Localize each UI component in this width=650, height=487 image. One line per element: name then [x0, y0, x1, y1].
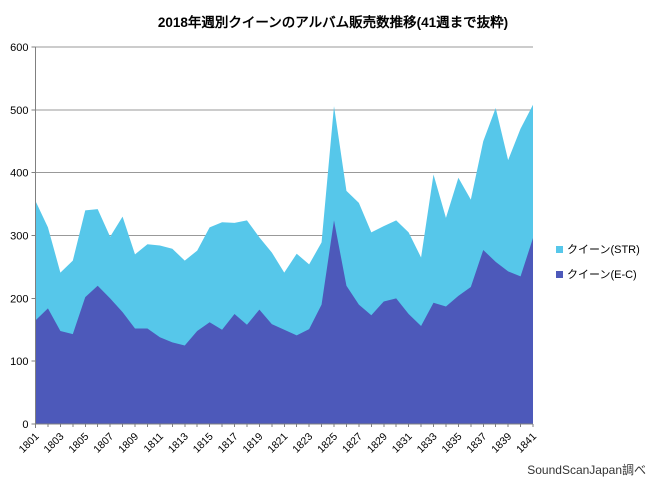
svg-text:1827: 1827 [340, 431, 365, 456]
svg-text:1841: 1841 [514, 431, 539, 456]
svg-text:1823: 1823 [290, 431, 315, 456]
svg-text:1825: 1825 [315, 431, 340, 456]
svg-text:1813: 1813 [166, 431, 191, 456]
svg-text:1837: 1837 [464, 431, 489, 456]
svg-text:1829: 1829 [365, 431, 390, 456]
svg-text:1805: 1805 [66, 431, 91, 456]
chart-title: 2018年週別クイーンのアルバム販売数推移(41週まで抜粋) [157, 15, 509, 30]
svg-text:1821: 1821 [265, 431, 290, 456]
svg-text:1831: 1831 [390, 431, 415, 456]
legend-item-str: クイーン(STR) [556, 241, 640, 257]
svg-text:1809: 1809 [116, 431, 141, 456]
svg-text:1807: 1807 [91, 431, 116, 456]
svg-text:1835: 1835 [439, 431, 464, 456]
svg-text:600: 600 [10, 42, 28, 54]
svg-text:1819: 1819 [240, 431, 265, 456]
legend-label-str: クイーン(STR) [567, 244, 640, 256]
svg-text:500: 500 [10, 105, 28, 117]
svg-text:300: 300 [10, 231, 28, 243]
svg-text:1803: 1803 [41, 431, 66, 456]
svg-text:1815: 1815 [191, 431, 216, 456]
legend-label-ec: クイーン(E-C) [567, 269, 637, 281]
svg-text:1817: 1817 [216, 431, 241, 456]
svg-text:1811: 1811 [142, 431, 167, 456]
svg-text:0: 0 [22, 419, 28, 431]
legend: クイーン(STR) クイーン(E-C) [556, 241, 640, 291]
svg-text:200: 200 [10, 293, 28, 305]
axes [31, 46, 534, 428]
svg-text:1833: 1833 [415, 431, 440, 456]
legend-swatch-str-icon [556, 245, 563, 253]
legend-item-ec: クイーン(E-C) [556, 266, 640, 282]
svg-text:1801: 1801 [17, 431, 42, 456]
x-axis-labels: 1801 1803 1805 1807 1809 1811 1813 1815 1817 1819… [17, 431, 540, 456]
svg-text:400: 400 [10, 168, 28, 180]
svg-text:100: 100 [10, 356, 28, 368]
svg-text:1839: 1839 [489, 431, 514, 456]
series-area-ec [35, 220, 533, 424]
source-credit: SoundScanJapan調べ [527, 463, 646, 477]
legend-swatch-ec-icon [556, 270, 563, 278]
y-axis-labels: 0 100 200 300 400 500 600 [10, 42, 28, 431]
